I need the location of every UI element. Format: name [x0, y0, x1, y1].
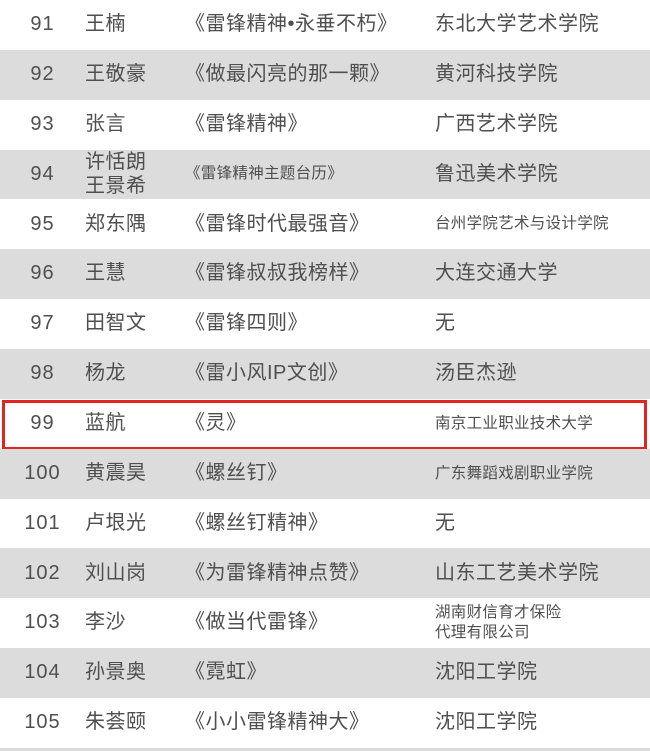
artwork-title: 《霓虹》 [185, 661, 267, 684]
institution: 汤臣杰逊 [435, 362, 517, 385]
institution: 广西艺术学院 [435, 112, 558, 135]
author-name: 孙景奥 [85, 661, 147, 684]
author-name: 许恬朗 王景希 [85, 150, 147, 197]
artwork-title: 《螺丝钉精神》 [185, 511, 329, 534]
institution: 沈阳工学院 [435, 661, 538, 684]
table-row: 91 王楠 《雷锋精神•永垂不朽》 东北大学艺术学院 [0, 0, 650, 50]
table-row: 104 孙景奥 《霓虹》 沈阳工学院 [0, 648, 650, 699]
rank-number: 100 [24, 461, 61, 484]
institution: 东北大学艺术学院 [435, 13, 599, 36]
table-row: 100 黄震昊 《螺丝钉》 广东舞蹈戏剧职业学院 [0, 448, 650, 499]
artwork-title: 《雷锋时代最强音》 [185, 212, 370, 235]
institution: 无 [435, 511, 456, 534]
author-name: 王楠 [85, 13, 126, 36]
table-row: 98 杨龙 《雷小风IP文创》 汤臣杰逊 [0, 349, 650, 399]
institution: 无 [435, 312, 456, 335]
author-name: 张言 [85, 112, 126, 135]
artwork-title: 《雷锋叔叔我榜样》 [185, 262, 370, 285]
artwork-title: 《小小雷锋精神大》 [185, 711, 370, 734]
institution: 台州学院艺术与设计学院 [435, 215, 609, 233]
institution: 沈阳工学院 [435, 711, 538, 734]
artwork-title: 《雷锋精神主题台历》 [185, 165, 344, 183]
table-row: 95 郑东隅 《雷锋时代最强音》 台州学院艺术与设计学院 [0, 199, 650, 250]
table-row: 93 张言 《雷锋精神》 广西艺术学院 [0, 99, 650, 150]
institution: 山东工艺美术学院 [435, 561, 599, 584]
rank-number: 98 [30, 362, 55, 385]
author-name: 杨龙 [85, 362, 126, 385]
table-row: 105 朱荟颐 《小小雷锋精神大》 沈阳工学院 [0, 698, 650, 748]
author-name: 刘山岗 [85, 561, 147, 584]
rank-number: 97 [30, 312, 55, 335]
rank-number: 92 [30, 62, 55, 85]
author-name: 李沙 [85, 611, 126, 634]
rank-number: 101 [24, 511, 61, 534]
rank-number: 96 [30, 262, 55, 285]
author-name: 田智文 [85, 312, 147, 335]
table-row: 102 刘山岗 《为雷锋精神点赞》 山东工艺美术学院 [0, 548, 650, 599]
artwork-title: 《螺丝钉》 [185, 461, 288, 484]
artwork-title: 《做当代雷锋》 [185, 611, 329, 634]
artwork-title: 《雷锋精神•永垂不朽》 [185, 13, 398, 36]
rank-number: 103 [24, 611, 61, 634]
author-name: 王敬豪 [85, 62, 147, 85]
rank-number: 93 [30, 112, 55, 135]
table-row: 99 蓝航 《灵》 南京工业职业技术大学 [0, 398, 650, 450]
institution: 湖南财信育才保险 代理有限公司 [435, 604, 562, 642]
table-row: 101 卢垠光 《螺丝钉精神》 无 [0, 498, 650, 549]
artwork-title: 《雷锋精神》 [185, 112, 308, 135]
rank-number: 105 [24, 711, 61, 734]
institution: 南京工业职业技术大学 [435, 414, 594, 432]
rank-number: 102 [24, 561, 61, 584]
institution: 鲁迅美术学院 [435, 162, 558, 185]
author-name: 蓝航 [85, 412, 126, 434]
author-name: 朱荟颐 [85, 711, 147, 734]
artwork-title: 《灵》 [185, 412, 247, 434]
artwork-title: 《做最闪亮的那一颗》 [185, 62, 390, 85]
table-row: 97 田智文 《雷锋四则》 无 [0, 299, 650, 350]
table-row: 94 许恬朗 王景希 《雷锋精神主题台历》 鲁迅美术学院 [0, 149, 650, 200]
rank-number: 104 [24, 661, 61, 684]
rank-number: 95 [30, 212, 55, 235]
institution: 大连交通大学 [435, 262, 558, 285]
rank-number: 91 [30, 13, 55, 36]
institution: 黄河科技学院 [435, 62, 558, 85]
rank-number: 99 [30, 412, 55, 434]
author-name: 卢垠光 [85, 511, 147, 534]
author-name: 黄震昊 [85, 461, 147, 484]
table-row: 96 王慧 《雷锋叔叔我榜样》 大连交通大学 [0, 249, 650, 300]
institution: 广东舞蹈戏剧职业学院 [435, 464, 594, 482]
partial-next-row-stripe [0, 747, 650, 751]
table-row: 92 王敬豪 《做最闪亮的那一颗》 黄河科技学院 [0, 49, 650, 100]
artwork-title: 《雷小风IP文创》 [185, 362, 349, 385]
author-name: 王慧 [85, 262, 126, 285]
author-name: 郑东隅 [85, 212, 147, 235]
table-row: 103 李沙 《做当代雷锋》 湖南财信育才保险 代理有限公司 [0, 598, 650, 649]
artwork-title: 《为雷锋精神点赞》 [185, 561, 370, 584]
rank-number: 94 [30, 162, 55, 185]
artwork-title: 《雷锋四则》 [185, 312, 308, 335]
